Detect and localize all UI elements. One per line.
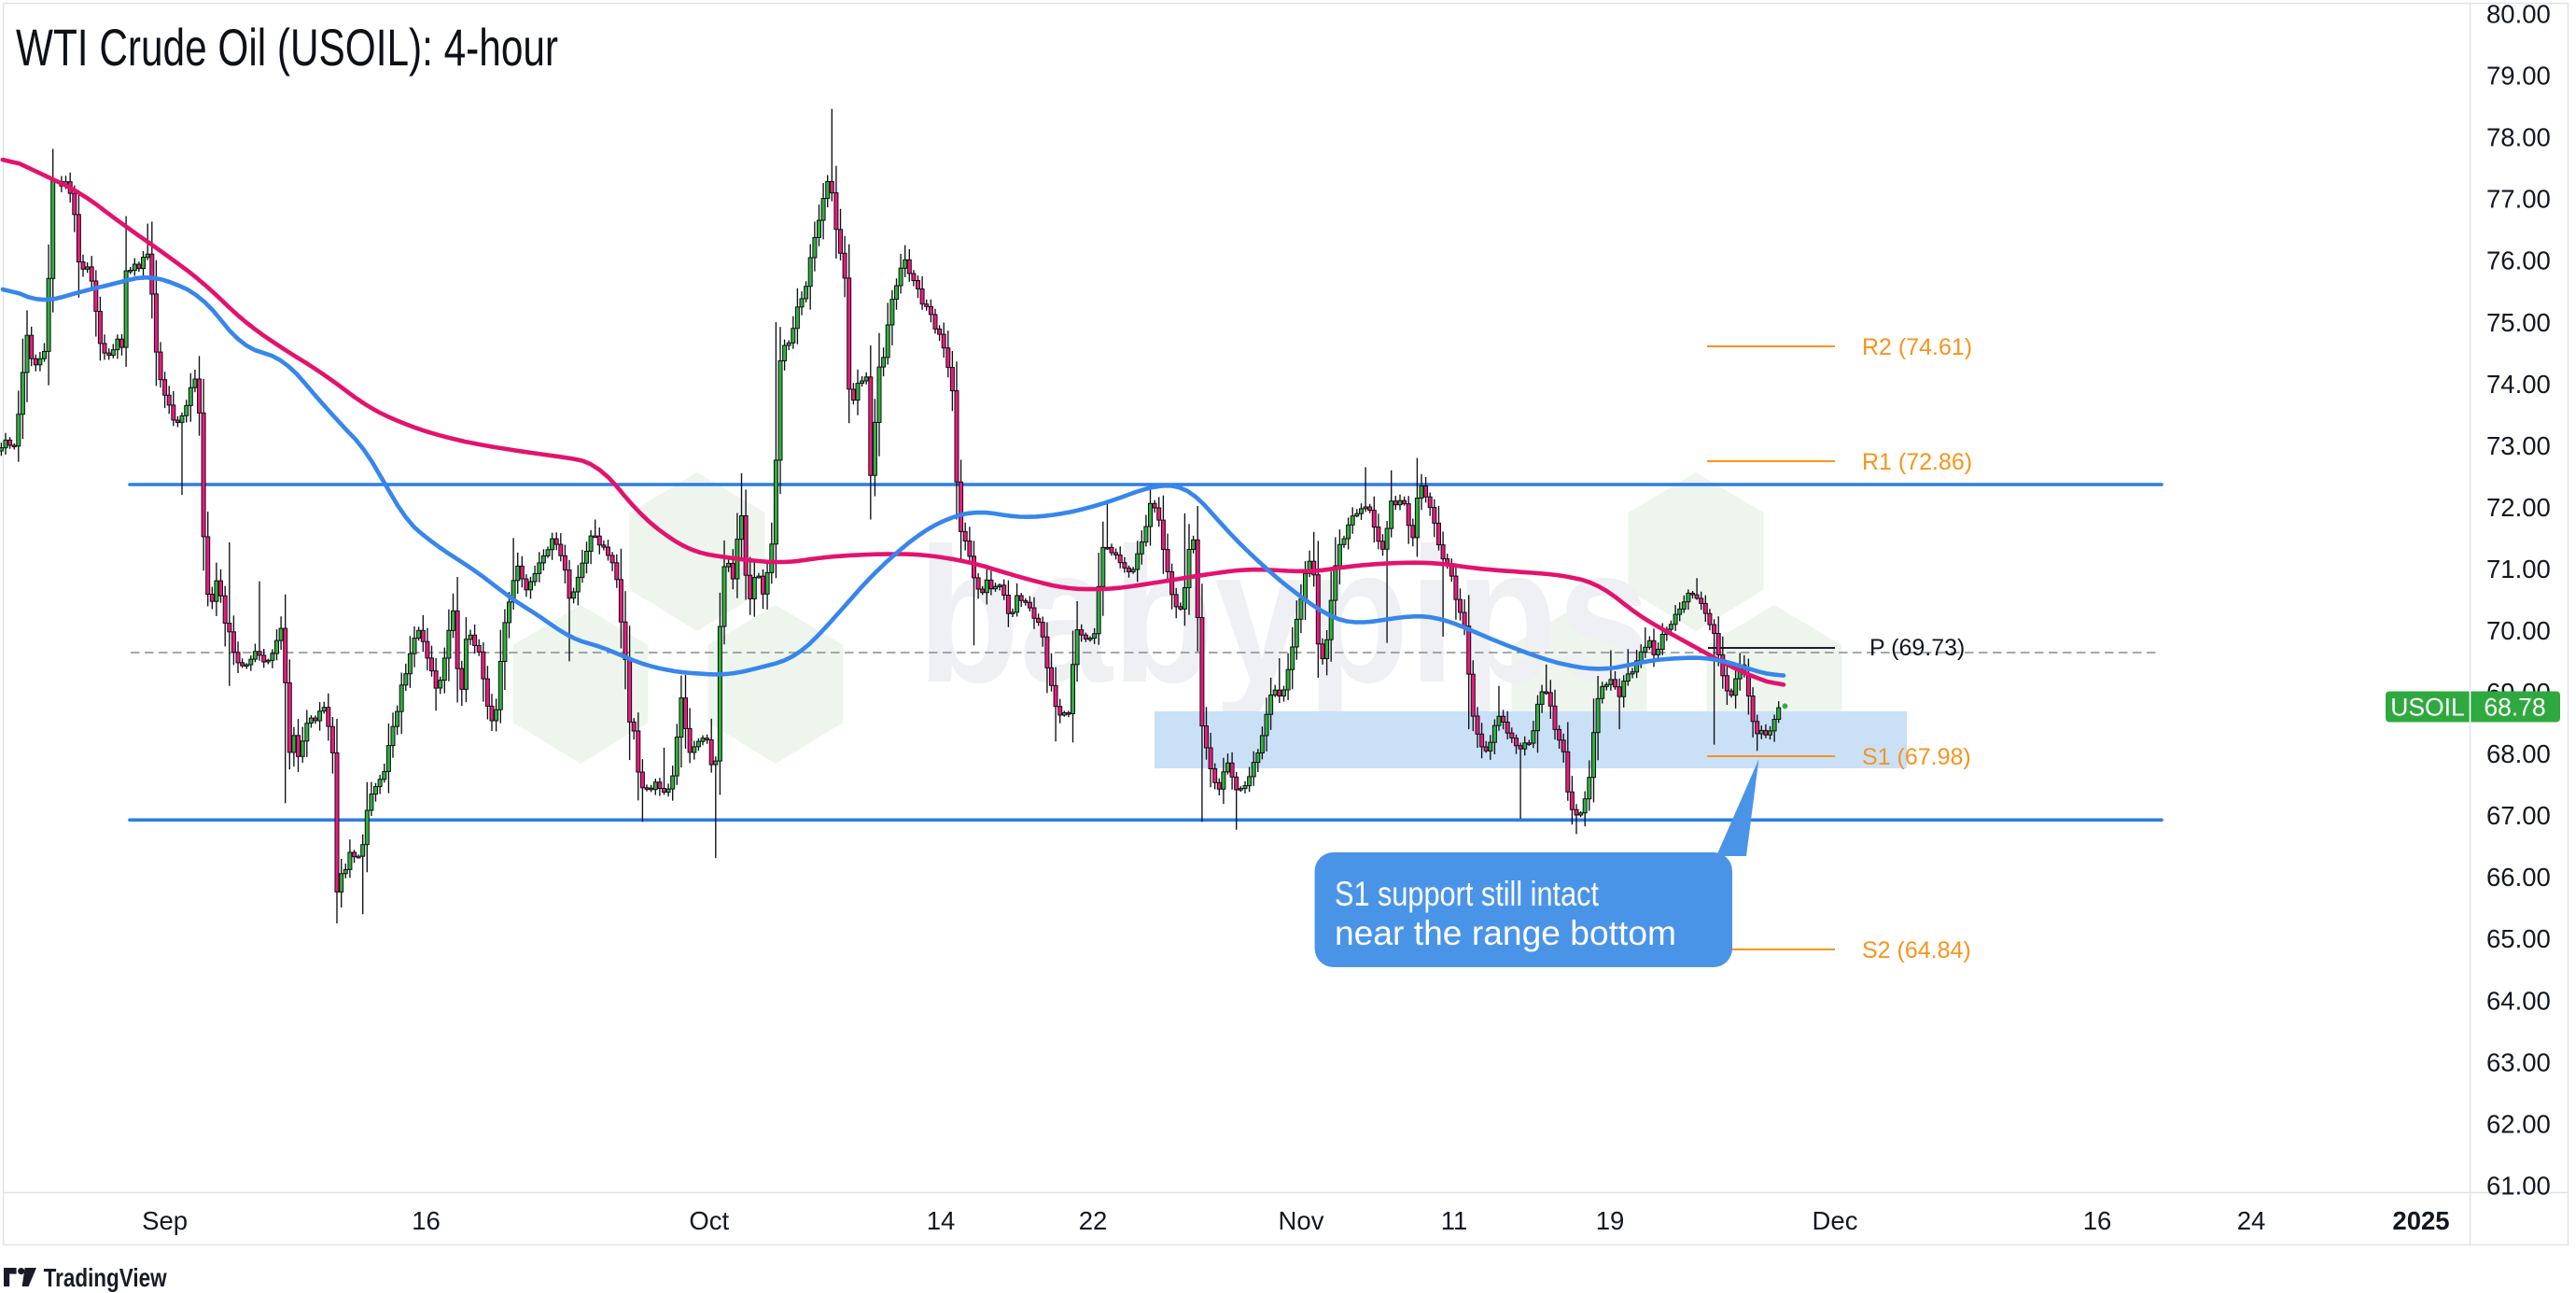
- svg-text:Sep: Sep: [142, 1206, 188, 1235]
- svg-text:Dec: Dec: [1813, 1206, 1858, 1235]
- svg-text:68.00: 68.00: [2486, 739, 2551, 768]
- svg-text:78.00: 78.00: [2486, 123, 2551, 152]
- svg-text:65.00: 65.00: [2486, 924, 2551, 953]
- svg-text:2025: 2025: [2392, 1206, 2449, 1235]
- svg-text:Nov: Nov: [1279, 1206, 1324, 1235]
- svg-text:24: 24: [2237, 1206, 2266, 1235]
- svg-text:near the range bottom: near the range bottom: [1335, 913, 1676, 952]
- svg-text:16: 16: [412, 1206, 441, 1235]
- svg-text:R1 (72.86): R1 (72.86): [1862, 449, 1972, 475]
- svg-text:79.00: 79.00: [2486, 62, 2551, 91]
- svg-text:77.00: 77.00: [2486, 185, 2551, 214]
- svg-text:R2 (74.61): R2 (74.61): [1862, 334, 1972, 360]
- svg-text:Oct: Oct: [689, 1206, 729, 1235]
- svg-text:76.00: 76.00: [2486, 246, 2551, 275]
- svg-text:11: 11: [1441, 1206, 1468, 1235]
- svg-text:64.00: 64.00: [2486, 986, 2551, 1015]
- svg-text:70.00: 70.00: [2486, 616, 2551, 645]
- svg-text:63.00: 63.00: [2486, 1047, 2551, 1076]
- svg-text:S2 (64.84): S2 (64.84): [1862, 937, 1971, 963]
- svg-text:S1 (67.98): S1 (67.98): [1862, 744, 1971, 770]
- svg-text:71.00: 71.00: [2486, 555, 2551, 583]
- svg-text:19: 19: [1596, 1206, 1625, 1235]
- svg-text:S1 support still intact: S1 support still intact: [1335, 874, 1599, 913]
- svg-text:61.00: 61.00: [2486, 1171, 2551, 1200]
- svg-text:68.78: 68.78: [2484, 694, 2545, 722]
- svg-text:P (69.73): P (69.73): [1869, 635, 1965, 661]
- svg-text:67.00: 67.00: [2486, 801, 2551, 830]
- svg-text:22: 22: [1079, 1206, 1108, 1235]
- svg-text:16: 16: [2083, 1206, 2112, 1235]
- svg-text:TradingView: TradingView: [44, 1263, 167, 1292]
- svg-text:USOIL: USOIL: [2390, 694, 2465, 722]
- svg-text:80.00: 80.00: [2486, 0, 2551, 29]
- svg-text:72.00: 72.00: [2486, 493, 2551, 522]
- svg-text:74.00: 74.00: [2486, 370, 2551, 399]
- svg-text:62.00: 62.00: [2486, 1109, 2551, 1138]
- svg-text:WTI Crude Oil (USOIL): 4-hour: WTI Crude Oil (USOIL): 4-hour: [16, 18, 558, 77]
- svg-text:14: 14: [927, 1206, 956, 1235]
- svg-text:73.00: 73.00: [2486, 431, 2551, 460]
- svg-text:66.00: 66.00: [2486, 863, 2551, 892]
- svg-text:75.00: 75.00: [2486, 308, 2551, 337]
